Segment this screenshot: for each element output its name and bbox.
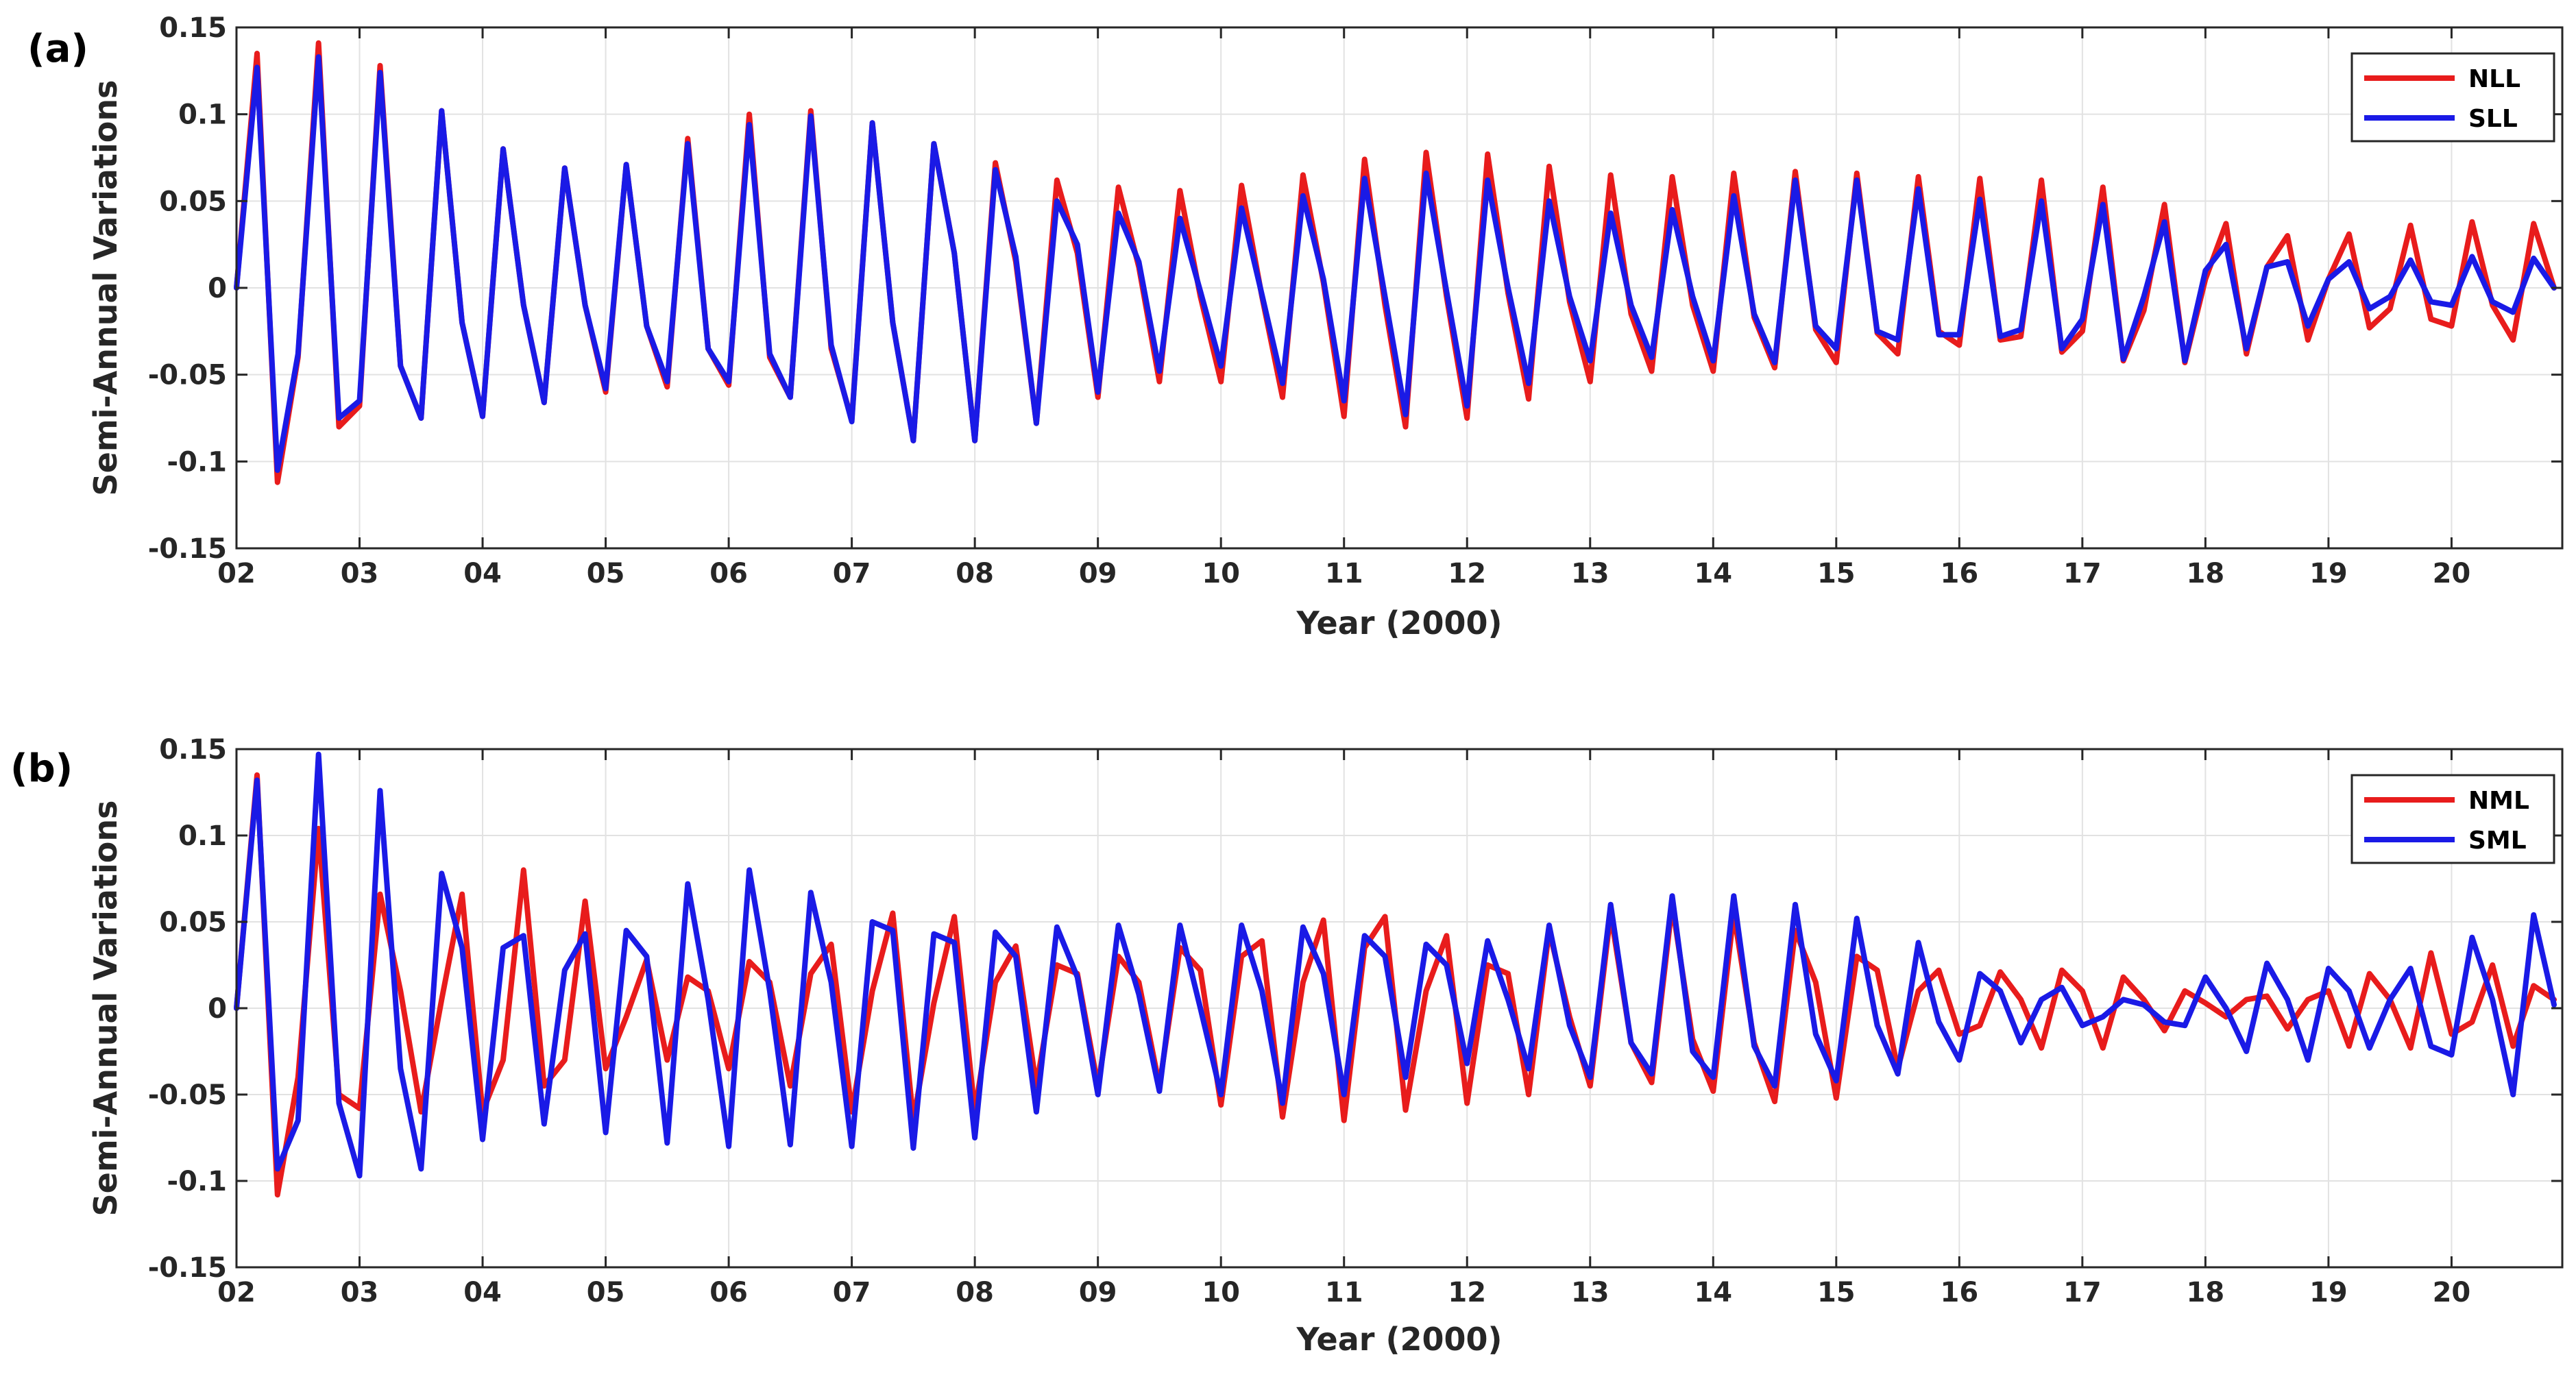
x-axis-label: Year (2000) bbox=[1296, 605, 1502, 642]
y-axis-label: Semi-Annual Variations bbox=[87, 801, 124, 1217]
x-tick-label: 08 bbox=[956, 1277, 994, 1308]
x-tick-label: 13 bbox=[1571, 558, 1609, 589]
x-tick-label: 05 bbox=[587, 558, 625, 589]
legend-label-sml: SML bbox=[2468, 827, 2527, 855]
panel-label: (a) bbox=[27, 27, 88, 71]
y-tick-label: 0 bbox=[208, 993, 227, 1025]
panel-label: (b) bbox=[10, 746, 73, 791]
x-tick-label: 20 bbox=[2433, 558, 2471, 589]
y-tick-label: 0.05 bbox=[159, 907, 227, 938]
x-tick-label: 15 bbox=[1817, 1277, 1856, 1308]
x-tick-label: 10 bbox=[1202, 1277, 1240, 1308]
y-tick-label: 0.15 bbox=[159, 734, 227, 766]
y-tick-label: -0.05 bbox=[148, 1079, 227, 1111]
y-tick-label: 0.1 bbox=[178, 820, 227, 852]
legend-label-nml: NML bbox=[2468, 787, 2529, 815]
x-tick-label: 14 bbox=[1694, 558, 1732, 589]
x-tick-label: 18 bbox=[2187, 558, 2225, 589]
x-tick-label: 07 bbox=[833, 558, 871, 589]
legend-label-nll: NLL bbox=[2468, 65, 2520, 93]
x-tick-label: 13 bbox=[1571, 1277, 1609, 1308]
y-tick-label: 0.05 bbox=[159, 186, 227, 217]
legend-box bbox=[2350, 774, 2555, 864]
series-line-sll bbox=[234, 54, 2557, 473]
x-tick-label: 12 bbox=[1448, 558, 1486, 589]
series-line-sml bbox=[234, 751, 2557, 1179]
y-axis-label: Semi-Annual Variations bbox=[87, 80, 124, 496]
x-tick-label: 18 bbox=[2187, 1277, 2225, 1308]
y-tick-label: 0.1 bbox=[178, 99, 227, 131]
x-tick-label: 02 bbox=[217, 1277, 256, 1308]
x-tick-label: 15 bbox=[1817, 558, 1856, 589]
x-tick-label: 11 bbox=[1325, 1277, 1363, 1308]
x-tick-label: 12 bbox=[1448, 1277, 1486, 1308]
y-tick-label: -0.15 bbox=[148, 533, 227, 565]
x-tick-label: 04 bbox=[463, 1277, 502, 1308]
x-tick-label: 17 bbox=[2063, 1277, 2102, 1308]
x-tick-label: 02 bbox=[217, 558, 256, 589]
y-tick-label: 0 bbox=[208, 273, 227, 304]
x-tick-label: 11 bbox=[1325, 558, 1363, 589]
legend-label-sll: SLL bbox=[2468, 105, 2518, 133]
x-tick-label: 20 bbox=[2433, 1277, 2471, 1308]
x-tick-label: 16 bbox=[1940, 1277, 1978, 1308]
x-tick-label: 14 bbox=[1694, 1277, 1732, 1308]
panel-0: 02 03 04 05 06 07 08 09 10 11 12 13 14 15 16 17 18 19 20 0.… bbox=[27, 12, 2564, 642]
y-tick-label: -0.1 bbox=[167, 446, 227, 478]
x-tick-label: 06 bbox=[709, 1277, 748, 1308]
x-tick-label: 03 bbox=[341, 558, 379, 589]
x-tick-label: 17 bbox=[2063, 558, 2102, 589]
x-tick-label: 19 bbox=[2309, 1277, 2348, 1308]
x-tick-label: 19 bbox=[2309, 558, 2348, 589]
x-tick-label: 08 bbox=[956, 558, 994, 589]
x-tick-label: 09 bbox=[1079, 1277, 1117, 1308]
x-tick-label: 16 bbox=[1940, 558, 1978, 589]
x-axis-label: Year (2000) bbox=[1296, 1321, 1502, 1358]
x-tick-label: 09 bbox=[1079, 558, 1117, 589]
legend: NLL SLL bbox=[2350, 52, 2555, 143]
y-tick-label: -0.1 bbox=[167, 1166, 227, 1197]
x-tick-label: 07 bbox=[833, 1277, 871, 1308]
legend: NML SML bbox=[2350, 774, 2555, 864]
x-tick-label: 05 bbox=[587, 1277, 625, 1308]
x-tick-label: 03 bbox=[341, 1277, 379, 1308]
x-tick-label: 06 bbox=[709, 558, 748, 589]
y-tick-label: 0.15 bbox=[159, 12, 227, 44]
x-tick-label: 04 bbox=[463, 558, 502, 589]
panel-1: 02 03 04 05 06 07 08 09 10 11 12 13 14 15 16 17 18 19 20 0.… bbox=[10, 734, 2564, 1358]
legend-box bbox=[2350, 52, 2555, 143]
x-tick-label: 10 bbox=[1202, 558, 1240, 589]
y-tick-label: -0.15 bbox=[148, 1252, 227, 1284]
y-tick-label: -0.05 bbox=[148, 360, 227, 391]
